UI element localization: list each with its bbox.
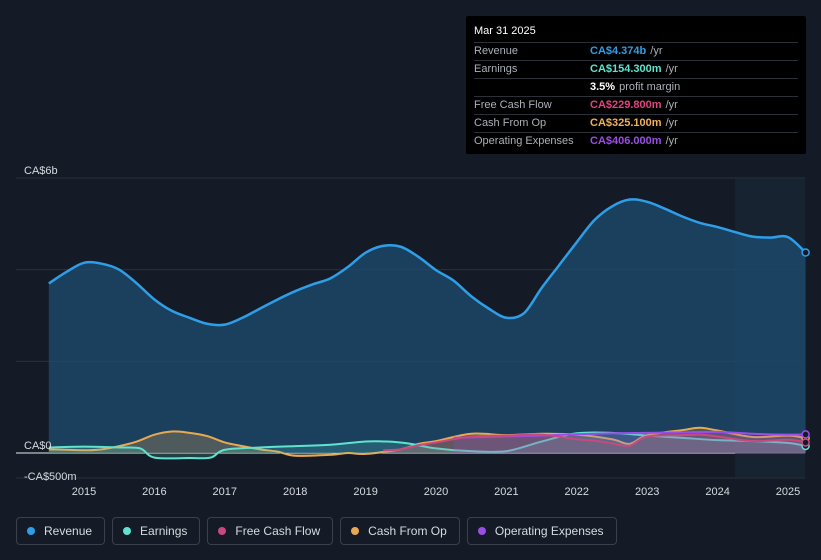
x-tick-label: 2019 (353, 486, 377, 498)
series-line-earnings (48, 431, 806, 460)
x-tick-label: 2021 (494, 486, 518, 498)
tooltip-unit: /yr (665, 63, 678, 75)
end-dot (801, 438, 810, 447)
tooltip-label: Earnings (474, 63, 518, 75)
legend-dot-icon (218, 527, 227, 535)
x-tick-label: 2022 (565, 486, 589, 498)
series-layer (48, 198, 807, 460)
tooltip-label: Cash From Op (474, 117, 547, 129)
tooltip-row: Revenue CA$4.374b/yr (474, 43, 798, 61)
legend-dot-icon (477, 527, 486, 535)
x-tick-label: 2024 (705, 486, 729, 498)
series-line-cash-from-op (48, 426, 806, 457)
series-area-revenue (48, 199, 806, 453)
tooltip-unit: profit margin (619, 81, 681, 93)
series-area-free-cash-flow (383, 434, 806, 453)
x-tick-label: 2023 (635, 486, 659, 498)
end-markers (801, 248, 810, 451)
x-axis-labels: 2015 2016 2017 2018 2019 2020 2021 2022 2023 2024… (72, 486, 800, 498)
tooltip-value: CA$325.100m (590, 117, 662, 129)
legend-item[interactable]: Cash From Op (340, 517, 460, 545)
legend-item[interactable]: Revenue (16, 517, 106, 545)
y-tick-label: CA$6b (24, 165, 58, 177)
tooltip-rows: Revenue CA$4.374b/yr Earnings CA$154.300m/y… (474, 43, 798, 150)
legend-label: Operating Expenses (494, 524, 604, 538)
legend-dot-icon (27, 527, 35, 535)
x-tick-label: 2015 (72, 486, 96, 498)
tooltip-unit: /yr (650, 45, 663, 57)
chart-legend: Revenue Earnings Free Cash Flow Cash From O… (16, 517, 617, 545)
tooltip-label (474, 79, 590, 96)
tooltip-label: Operating Expenses (474, 135, 574, 147)
tooltip-label: Revenue (474, 45, 519, 57)
data-tooltip: Mar 31 2025 Revenue CA$4.374b/yr Earnings C… (466, 16, 806, 154)
end-dot (801, 248, 810, 257)
tooltip-value: 3.5% (590, 81, 616, 93)
end-dot (801, 430, 810, 439)
tooltip-value: CA$154.300m (590, 63, 662, 75)
legend-label: Cash From Op (368, 524, 447, 538)
legend-item[interactable]: Free Cash Flow (207, 517, 334, 545)
x-tick-label: 2025 (776, 486, 800, 498)
tooltip-value: CA$229.800m (590, 99, 662, 111)
series-line-revenue (48, 198, 807, 327)
tooltip-label: Free Cash Flow (474, 99, 552, 111)
x-tick-label: 2018 (283, 486, 307, 498)
tooltip-unit: /yr (665, 135, 678, 147)
legend-item[interactable]: Operating Expenses (466, 517, 617, 545)
y-tick-label: -CA$500m (24, 471, 77, 483)
legend-label: Earnings (140, 524, 188, 538)
tooltip-row: Free Cash Flow CA$229.800m/yr (474, 97, 798, 115)
tooltip-unit: /yr (665, 117, 678, 129)
tooltip-unit: /yr (665, 99, 678, 111)
tooltip-date: Mar 31 2025 (474, 24, 798, 43)
x-tick-label: 2016 (142, 486, 166, 498)
tooltip-value: CA$406.000m (590, 135, 662, 147)
x-tick-label: 2017 (213, 486, 237, 498)
legend-label: Free Cash Flow (235, 524, 321, 538)
tooltip-row: Cash From Op CA$325.100m/yr (474, 115, 798, 133)
x-tick-label: 2020 (424, 486, 448, 498)
y-axis-labels: CA$6b CA$0 -CA$500m (24, 165, 77, 483)
legend-dot-icon (123, 527, 132, 535)
tooltip-row: Operating Expenses CA$406.000m/yr (474, 133, 798, 150)
tooltip-value: CA$4.374b (590, 45, 647, 57)
tooltip-row: Earnings CA$154.300m/yr (474, 61, 798, 79)
legend-item[interactable]: Earnings (112, 517, 201, 545)
y-tick-label: CA$0 (24, 440, 52, 452)
legend-dot-icon (351, 527, 360, 535)
legend-label: Revenue (44, 524, 93, 538)
series-area-earnings (48, 432, 806, 459)
tooltip-row: 3.5% profit margin (474, 79, 798, 97)
series-line-free-cash-flow (383, 433, 806, 452)
